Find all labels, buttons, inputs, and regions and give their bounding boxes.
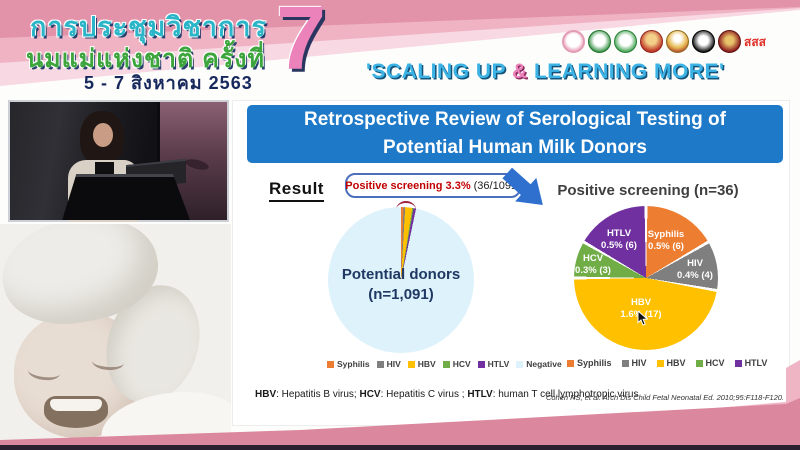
partner-logos: สสส bbox=[562, 30, 766, 53]
legend-item: HIV bbox=[376, 359, 401, 369]
legend-swatch-hbv bbox=[407, 360, 415, 368]
legend-item: Syphilis bbox=[327, 359, 370, 369]
legend-swatch-hbv bbox=[656, 359, 664, 367]
conference-title-line1: การประชุมวิชาการ bbox=[30, 12, 267, 42]
donors-pie-label: Potential donors (n=1,091) bbox=[341, 266, 461, 303]
legend-swatch-negative bbox=[516, 360, 524, 368]
legend-swatch-htlv bbox=[734, 359, 742, 367]
baby-teeth bbox=[50, 399, 102, 411]
legend-item: HBV bbox=[407, 359, 436, 369]
slide: Retrospective Review of Serological Test… bbox=[232, 100, 790, 426]
thai-health-fund-logo: สสส bbox=[744, 34, 766, 49]
callout-highlight: Positive screening 3.3% bbox=[345, 179, 471, 192]
legend-item: HTLV bbox=[734, 358, 767, 368]
conference-title-line2: นมแม่แห่งชาติ ครั้งที่ bbox=[26, 45, 265, 73]
positives-pie-chart bbox=[574, 206, 718, 350]
black-white-logo-icon bbox=[692, 30, 715, 53]
donors-legend: Syphilis HIV HBV HCV HTLV Negative bbox=[327, 359, 562, 369]
positives-legend: Syphilis HIV HBV HCV HTLV bbox=[567, 358, 767, 368]
royal-emblem-logo-icon bbox=[640, 30, 663, 53]
crown-emblem-logo-icon bbox=[666, 30, 689, 53]
baby-photo bbox=[0, 224, 231, 445]
legend-swatch-hcv bbox=[442, 360, 450, 368]
legend-swatch-hcv bbox=[695, 359, 703, 367]
screen-baby-eye bbox=[184, 157, 210, 172]
edition-number: 7 bbox=[276, 0, 327, 89]
conference-slogan: 'SCALING UP & LEARNING MORE' bbox=[366, 60, 725, 83]
mother-baby-logo-icon bbox=[562, 30, 585, 53]
baby-smile bbox=[44, 396, 108, 428]
result-heading: Result bbox=[269, 179, 324, 202]
legend-item: HTLV bbox=[477, 359, 509, 369]
mouse-cursor-icon bbox=[637, 309, 649, 331]
legend-swatch-htlv bbox=[477, 360, 485, 368]
legend-swatch-syphilis bbox=[567, 359, 574, 367]
green-health-logo-icon bbox=[614, 30, 637, 53]
slice-label-syphilis: Syphilis 0.5% (6) bbox=[647, 229, 685, 252]
legend-item: HCV bbox=[442, 359, 471, 369]
screening-callout: Positive screening 3.3% (36/1091) bbox=[345, 173, 521, 198]
callout-brace-icon bbox=[396, 201, 416, 210]
speaker-face bbox=[93, 123, 113, 147]
legend-swatch-hiv bbox=[621, 359, 629, 367]
legend-swatch-syphilis bbox=[327, 360, 334, 368]
green-medical-logo-icon bbox=[588, 30, 611, 53]
legend-item: HBV bbox=[656, 358, 686, 368]
slice-label-hiv: HIV 0.4% (4) bbox=[677, 258, 713, 281]
positives-pie-title: Positive screening (n=36) bbox=[557, 182, 739, 199]
conference-date: 5 - 7 สิงหาคม 2563 bbox=[84, 73, 253, 93]
legend-item: Syphilis bbox=[567, 358, 612, 368]
legend-swatch-hiv bbox=[376, 360, 384, 368]
slide-title: Retrospective Review of Serological Test… bbox=[247, 105, 783, 163]
legend-item: HIV bbox=[621, 358, 647, 368]
legend-item: Negative bbox=[516, 359, 562, 369]
speaker-video bbox=[8, 100, 229, 222]
slice-label-hcv: HCV 0.3% (3) bbox=[575, 253, 611, 276]
lectern bbox=[62, 174, 190, 220]
bottom-edge-strip bbox=[0, 445, 800, 450]
slice-label-htlv: HTLV 0.5% (6) bbox=[601, 228, 637, 251]
dark-red-logo-icon bbox=[718, 30, 741, 53]
slide-citation: Cohen RS, et al. Arch Dis Child Fetal Ne… bbox=[545, 393, 784, 402]
donors-pie-chart bbox=[328, 207, 474, 353]
legend-item: HCV bbox=[695, 358, 725, 368]
